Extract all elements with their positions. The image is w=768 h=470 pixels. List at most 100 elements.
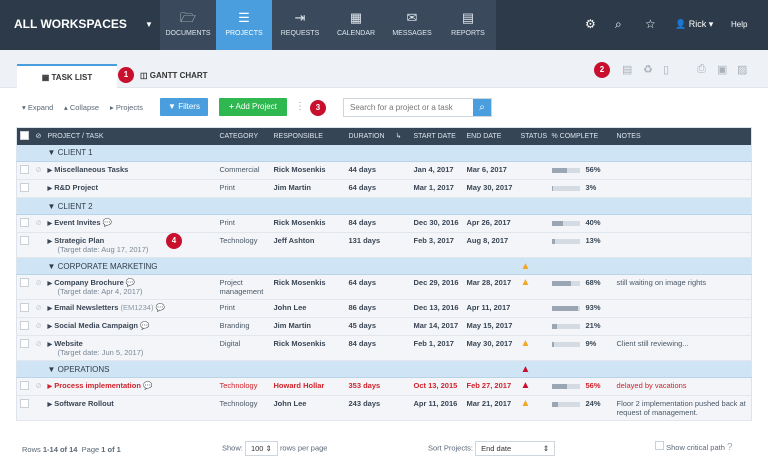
add-project-button[interactable]: + Add Project — [219, 98, 287, 116]
comment-icon[interactable]: 💬 — [125, 278, 136, 287]
critical-path-checkbox[interactable] — [655, 441, 664, 450]
column-header[interactable]: % COMPLETE — [548, 127, 614, 145]
column-header[interactable]: NOTES — [613, 127, 752, 145]
project-name[interactable]: Event Invites — [54, 218, 101, 227]
row-checkbox[interactable] — [20, 303, 29, 312]
collapse-link[interactable]: ▴ Collapse — [64, 103, 100, 112]
table-row[interactable]: ▶ Strategic Plan (Target date: Aug 17, 20… — [16, 232, 752, 258]
nav-documents[interactable]: 🗁 DOCUMENTS — [160, 0, 216, 50]
nav-messages[interactable]: ✉ MESSAGES — [384, 0, 440, 50]
column-header[interactable]: PROJECT / TASK — [44, 127, 217, 145]
table-row[interactable]: ▶ R&D Project Print Jim Martin 64 days M… — [16, 179, 752, 198]
column-header[interactable]: END DATE — [463, 127, 518, 145]
attachment-icon[interactable]: ⊘ — [35, 381, 42, 390]
attachment-icon[interactable]: ⊘ — [35, 339, 42, 348]
group-row[interactable]: ▼ CORPORATE MARKETING ▲ — [16, 257, 752, 275]
attachment-icon[interactable]: ⊘ — [35, 278, 42, 287]
search-icon[interactable]: ⌕ — [615, 17, 622, 31]
pdf-icon[interactable]: ▨ — [737, 64, 748, 76]
caret-down-icon[interactable]: ▼ — [145, 20, 153, 29]
nav-projects[interactable]: ☰ PROJECTS — [216, 0, 272, 50]
search-input[interactable] — [344, 99, 474, 116]
nav-reports[interactable]: ▤ REPORTS — [440, 0, 496, 50]
attachment-icon[interactable]: ⊘ — [35, 165, 42, 174]
project-name[interactable]: Software Rollout — [54, 399, 114, 408]
workspace-selector[interactable]: ALL WORKSPACES — [14, 17, 127, 31]
project-name[interactable]: Process implementation — [54, 381, 141, 390]
clipboard-icon[interactable]: ▯ — [663, 64, 670, 76]
group-row[interactable]: ▼ CLIENT 1 — [16, 144, 752, 162]
column-header[interactable]: CATEGORY — [216, 127, 271, 145]
project-name[interactable]: Website — [54, 339, 83, 348]
column-header[interactable]: STATUS — [517, 127, 549, 145]
more-options-icon[interactable]: ⋮ — [295, 101, 305, 112]
row-checkbox[interactable] — [20, 165, 29, 174]
table-row[interactable]: ▶ Software Rollout Technology John Lee 2… — [16, 395, 752, 421]
rows-per-page-select[interactable]: 100 ⇕ — [244, 441, 278, 456]
filters-button[interactable]: ▼ Filters — [160, 98, 208, 116]
caret-right-icon[interactable]: ▶ — [47, 324, 53, 330]
tab-task-list[interactable]: ▦ TASK LIST — [17, 64, 117, 88]
tab-gantt-chart[interactable]: ◫ GANTT CHART — [140, 64, 208, 88]
project-name[interactable]: Social Media Campaign — [54, 321, 138, 330]
caret-right-icon[interactable]: ▶ — [47, 221, 53, 227]
select-all[interactable] — [16, 127, 33, 145]
star-icon[interactable]: ☆ — [645, 17, 656, 31]
user-menu[interactable]: 👤 Rick ▾ — [675, 19, 714, 29]
table-row[interactable]: ⊘ ▶ Email Newsletters (EM1234) 💬 Print J… — [16, 299, 752, 318]
group-row[interactable]: ▼ CLIENT 2 — [16, 197, 752, 215]
project-name[interactable]: Company Brochure — [54, 278, 124, 287]
table-row[interactable]: ⊘ ▶ Website (Target date: Jun 5, 2017) Di… — [16, 335, 752, 361]
search-button[interactable]: ⌕ — [473, 99, 491, 116]
caret-right-icon[interactable]: ▶ — [47, 342, 53, 348]
expand-link[interactable]: ▾ Expand — [22, 103, 54, 112]
project-name[interactable]: Strategic Plan — [54, 236, 105, 245]
sort-select[interactable]: End date ⇕ — [475, 441, 556, 456]
group-row[interactable]: ▼ OPERATIONS ▲ — [16, 360, 752, 378]
caret-right-icon[interactable]: ▶ — [47, 239, 53, 245]
nav-calendar[interactable]: ▦ CALENDAR — [328, 0, 384, 50]
caret-right-icon[interactable]: ▶ — [47, 281, 53, 287]
table-row[interactable]: ⊘ ▶ Process implementation 💬 Technology … — [16, 377, 752, 396]
projects-link[interactable]: ▸ Projects — [110, 103, 143, 112]
attachment-icon[interactable]: ⊘ — [35, 303, 42, 312]
comment-icon[interactable]: 💬 — [140, 321, 150, 330]
column-header[interactable]: RESPONSIBLE — [270, 127, 346, 145]
row-checkbox[interactable] — [20, 321, 29, 330]
row-checkbox[interactable] — [20, 183, 29, 192]
table-row[interactable]: ⊘ ▶ Social Media Campaign 💬 Branding Jim… — [16, 317, 752, 336]
row-checkbox[interactable] — [20, 381, 29, 390]
caret-right-icon[interactable]: ▶ — [47, 384, 53, 390]
table-row[interactable]: ⊘ ▶ Miscellaneous Tasks Commercial Rick … — [16, 161, 752, 180]
row-checkbox[interactable] — [20, 236, 29, 245]
gear-icon[interactable]: ⚙ — [585, 17, 596, 31]
excel-icon[interactable]: ▣ — [717, 64, 728, 76]
nav-requests[interactable]: ⇥ REQUESTS — [272, 0, 328, 50]
row-checkbox[interactable] — [20, 218, 29, 227]
help-link[interactable]: Help — [731, 20, 748, 29]
project-name[interactable]: R&D Project — [54, 183, 98, 192]
comment-icon[interactable]: 💬 — [155, 303, 165, 312]
caret-right-icon[interactable]: ▶ — [47, 306, 53, 312]
copy-icon[interactable]: ▤ — [622, 64, 633, 76]
recycle-icon[interactable]: ♻ — [643, 64, 653, 76]
comment-icon[interactable]: 💬 — [102, 218, 112, 227]
project-name[interactable]: Email Newsletters — [54, 303, 119, 312]
caret-right-icon[interactable]: ▶ — [47, 186, 53, 192]
row-checkbox[interactable] — [20, 339, 29, 348]
caret-right-icon[interactable]: ▶ — [47, 402, 53, 408]
project-name[interactable]: Miscellaneous Tasks — [54, 165, 129, 174]
attachment-icon[interactable]: ⊘ — [35, 218, 42, 227]
table-row[interactable]: ⊘ ▶ Event Invites 💬 Print Rick Mosenkis … — [16, 214, 752, 233]
table-row[interactable]: ⊘ ▶ Company Brochure 💬 (Target date: Apr … — [16, 274, 752, 300]
caret-right-icon[interactable]: ▶ — [47, 168, 53, 174]
column-header[interactable]: ↳ — [392, 127, 411, 145]
comment-icon[interactable]: 💬 — [143, 381, 153, 390]
help-icon[interactable]: ? — [726, 442, 733, 453]
attachment-icon[interactable]: ⊘ — [35, 321, 42, 330]
column-header[interactable]: START DATE — [410, 127, 464, 145]
row-checkbox[interactable] — [20, 399, 29, 408]
row-checkbox[interactable] — [20, 278, 29, 287]
print-icon[interactable]: ⎙ — [697, 63, 706, 75]
column-header[interactable]: DURATION — [345, 127, 393, 145]
